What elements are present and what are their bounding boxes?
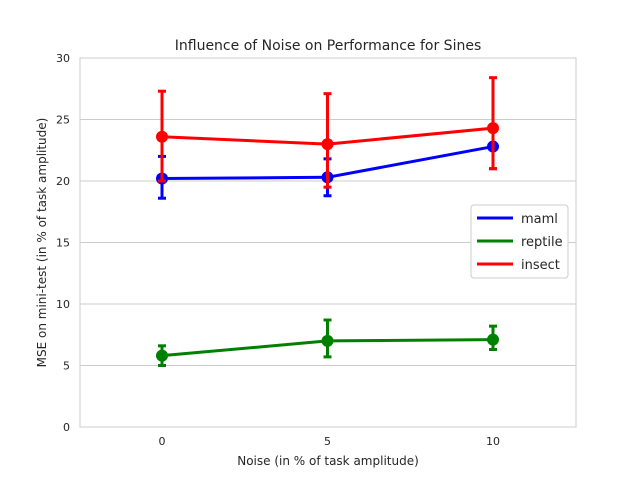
x-tick-labels: 0 5 10: [159, 435, 501, 448]
y-tick-label: 0: [63, 421, 70, 434]
series-insect: [156, 76, 499, 189]
data-point: [321, 334, 334, 347]
data-point: [321, 138, 334, 151]
legend-label: reptile: [521, 235, 563, 250]
plot-frame: [79, 57, 577, 428]
y-tick-label: 10: [56, 298, 70, 311]
legend-box: [470, 204, 569, 279]
legend: maml reptile insect: [470, 204, 569, 279]
y-tick-label: 20: [56, 175, 70, 188]
y-tick-label: 5: [63, 360, 70, 373]
x-tick-label: 10: [486, 435, 500, 448]
x-axis-label: Noise (in % of task amplitude): [237, 454, 419, 468]
chart-title: Influence of Noise on Performance for Si…: [175, 38, 481, 54]
legend-label: maml: [521, 212, 558, 227]
x-tick-label: 0: [159, 435, 166, 448]
series-group: [156, 76, 499, 367]
legend-label: insect: [521, 258, 560, 273]
y-tick-label: 25: [56, 114, 70, 127]
data-point: [156, 349, 168, 362]
series-reptile: [156, 318, 499, 367]
y-tick-label: 30: [56, 52, 70, 65]
y-axis-label: MSE on mini-test (in % of task amplitude…: [35, 118, 49, 368]
y-tick-label: 15: [56, 237, 70, 250]
y-tick-labels: 0 5 10 15 20 25 30: [56, 52, 70, 434]
data-point: [156, 130, 168, 143]
data-point: [487, 333, 499, 346]
data-point: [487, 122, 499, 135]
x-tick-label: 5: [324, 435, 331, 448]
